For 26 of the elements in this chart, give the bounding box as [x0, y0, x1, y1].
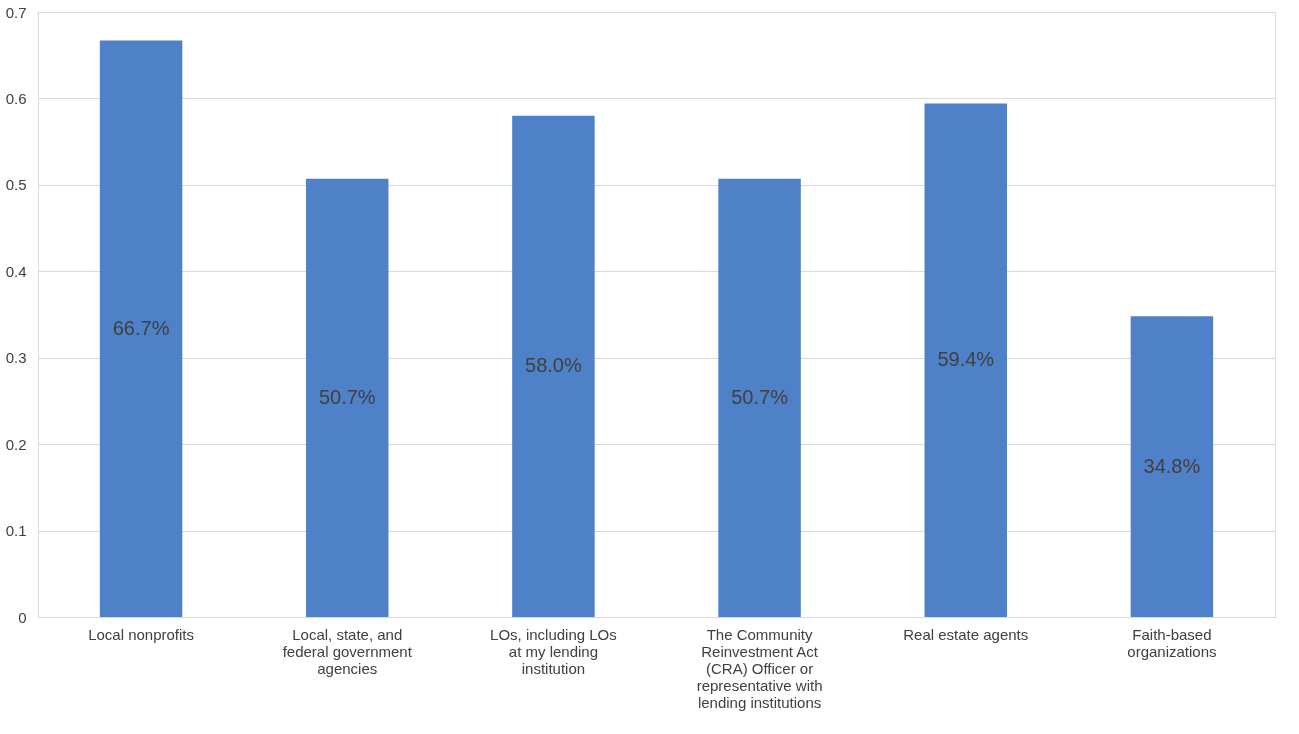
data-label: 50.7%: [318, 385, 376, 408]
bar: [306, 178, 389, 617]
y-tick-label: 0.5: [5, 176, 27, 194]
y-tick-label: 0.1: [5, 522, 27, 540]
data-label: 66.7%: [112, 316, 170, 339]
x-tick-label: LOs, including LOs at my lending institution: [490, 625, 617, 677]
bar: [924, 103, 1007, 617]
x-tick-label: Real estate agents: [903, 625, 1029, 643]
data-label: 59.4%: [937, 348, 995, 371]
y-tick-label: 0.3: [5, 349, 27, 367]
x-tick-label: The Community Reinvestment Act (CRA) Officer or representative with lending institutions: [696, 625, 823, 711]
data-label: 50.7%: [731, 385, 789, 408]
bar: [1130, 316, 1214, 617]
y-tick-label: 0.4: [5, 262, 27, 280]
y-tick-label: 0.2: [5, 435, 27, 453]
data-label: 34.8%: [1143, 454, 1201, 477]
x-tick-label: Local, state, and federal government agencies: [282, 625, 413, 677]
bar: [512, 115, 595, 617]
y-tick-label: 0: [18, 608, 27, 626]
bar: [99, 40, 183, 617]
y-tick-label: 0.7: [5, 3, 27, 21]
y-tick-label: 0.6: [5, 89, 27, 107]
bar: [718, 178, 801, 617]
x-tick-label: Local nonprofits: [88, 625, 195, 643]
x-tick-label: Faith-based organizations: [1127, 625, 1217, 660]
data-label: 58.0%: [525, 354, 582, 377]
